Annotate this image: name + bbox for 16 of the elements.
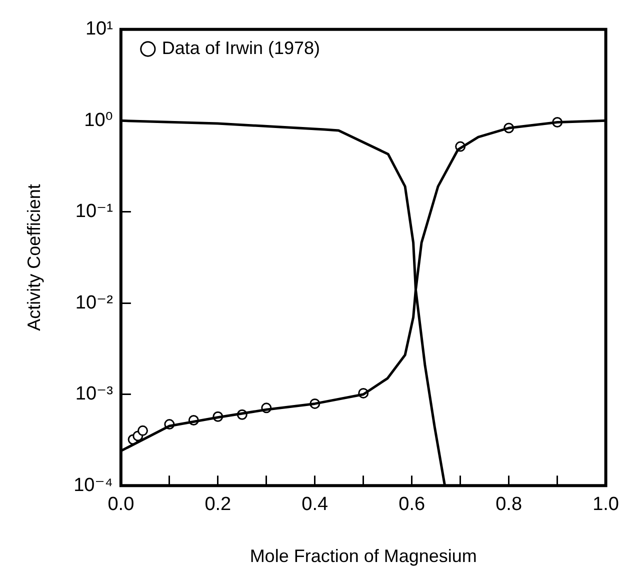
x-tick-label: 0.4	[302, 494, 329, 516]
x-tick-label: 0.6	[398, 494, 426, 516]
y-tick-label: 10⁰	[84, 110, 113, 131]
y-tick-label: 10⁻⁴	[74, 474, 113, 496]
y-tick-label: 10⁻¹	[75, 201, 113, 222]
point	[137, 425, 148, 436]
x-tick-label: 0.2	[204, 494, 232, 516]
y-axis-title: Activity Coefficient	[24, 184, 44, 331]
x-axis-title: Mole Fraction of Magnesium	[250, 546, 477, 566]
y-tick-label: 10⁻²	[75, 292, 113, 314]
x-tick-label: 0.0	[108, 494, 134, 516]
x-tick-label: 0.8	[496, 494, 522, 516]
y-tick-label: 10⁻³	[75, 384, 113, 405]
x-tick-label: 1.0	[592, 494, 620, 516]
legend-label: Data of Irwin (1978)	[162, 38, 320, 58]
y-tick-label: 10¹	[85, 18, 113, 40]
